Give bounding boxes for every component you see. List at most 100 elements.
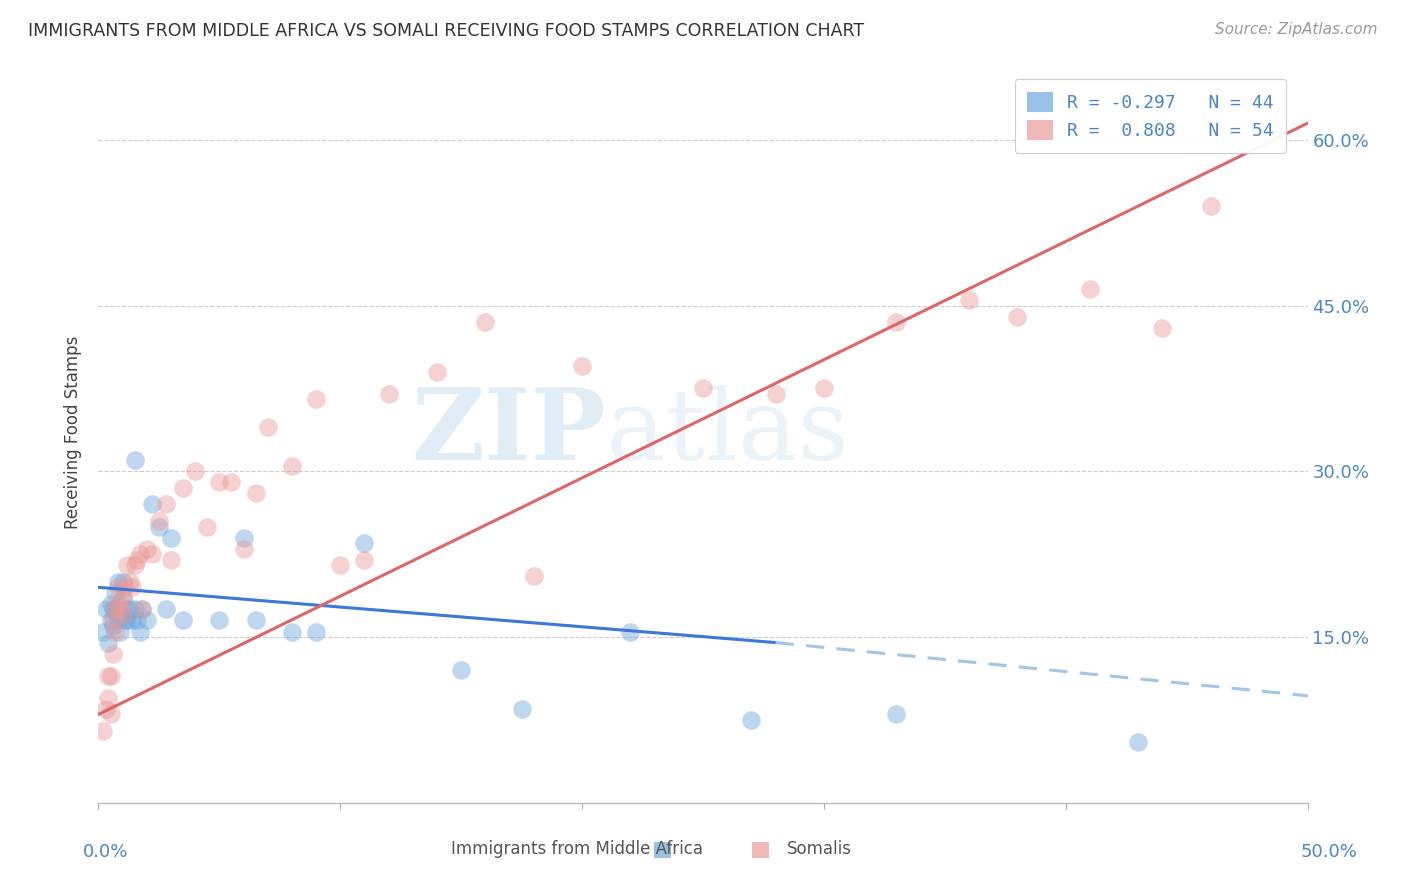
Point [108,607,131,622]
Point [135,541,157,556]
Point [232,531,254,545]
Text: 0.0%: 0.0% [83,843,128,861]
Point [1078,282,1101,296]
Point [127,614,149,628]
Point [886,315,908,329]
Point [141,498,163,512]
Point [107,597,129,611]
Point [305,392,328,407]
Point [245,486,267,500]
Y-axis label: Receiving Food Stamps: Receiving Food Stamps [65,336,83,529]
Point [281,624,304,639]
Point [111,591,134,606]
Point [94,702,117,716]
Point [155,602,177,616]
Point [100,707,122,722]
Point [124,558,146,573]
Point [450,663,472,677]
Point [281,458,304,473]
Point [329,558,352,573]
Point [118,574,141,589]
Point [765,387,787,401]
Point [172,614,194,628]
Point [117,614,139,628]
Point [571,359,593,374]
Point [107,580,129,594]
Point [111,607,134,622]
Point [104,602,127,616]
Point [108,624,131,639]
Point [111,607,134,622]
Point [523,569,546,583]
Point [128,547,150,561]
Point [114,614,136,628]
Point [100,669,122,683]
Point [118,602,141,616]
Point [111,574,134,589]
Point [510,702,533,716]
Point [100,614,122,628]
Point [101,647,124,661]
Point [101,602,124,616]
Point [160,531,183,545]
Point [104,602,127,616]
Point [124,453,146,467]
Text: Somalis: Somalis [787,840,852,858]
Point [114,580,136,594]
Point [221,475,243,490]
Point [957,293,980,307]
Point [101,614,124,628]
Point [100,597,122,611]
Point [1152,320,1174,334]
Point [377,387,399,401]
Text: 50.0%: 50.0% [1301,843,1357,861]
Point [117,602,139,616]
Point [111,591,134,606]
Point [740,713,762,727]
Text: atlas: atlas [606,384,849,481]
Point [117,558,139,573]
Point [97,635,120,649]
Point [426,365,449,379]
Point [127,552,149,566]
Point [148,519,170,533]
Point [1007,310,1029,324]
Text: IMMIGRANTS FROM MIDDLE AFRICA VS SOMALI RECEIVING FOOD STAMPS CORRELATION CHART: IMMIGRANTS FROM MIDDLE AFRICA VS SOMALI … [28,22,865,40]
Point [256,420,278,434]
Point [232,541,254,556]
Point [107,614,129,628]
Point [1128,735,1150,749]
Legend: R = -0.297   N = 44, R =  0.808   N = 54: R = -0.297 N = 44, R = 0.808 N = 54 [1015,78,1286,153]
Point [135,614,157,628]
Point [91,723,114,738]
Point [474,315,496,329]
Point [155,498,177,512]
Point [1199,199,1222,213]
Point [245,614,267,628]
Text: Immigrants from Middle Africa: Immigrants from Middle Africa [451,840,703,858]
Point [128,624,150,639]
Point [886,707,908,722]
Point [97,669,120,683]
Point [108,602,131,616]
Point [208,614,231,628]
Point [148,514,170,528]
Point [101,619,124,633]
Point [813,381,835,395]
Point [121,614,143,628]
Point [184,464,207,478]
Point [208,475,231,490]
Point [692,381,714,395]
Point [160,552,183,566]
Point [172,481,194,495]
Point [97,690,120,705]
Point [353,536,375,550]
Point [91,624,114,639]
Point [305,624,328,639]
Point [124,602,146,616]
Point [195,519,218,533]
Point [141,547,163,561]
Point [131,602,153,616]
Point [131,602,153,616]
Text: ZIP: ZIP [412,384,606,481]
